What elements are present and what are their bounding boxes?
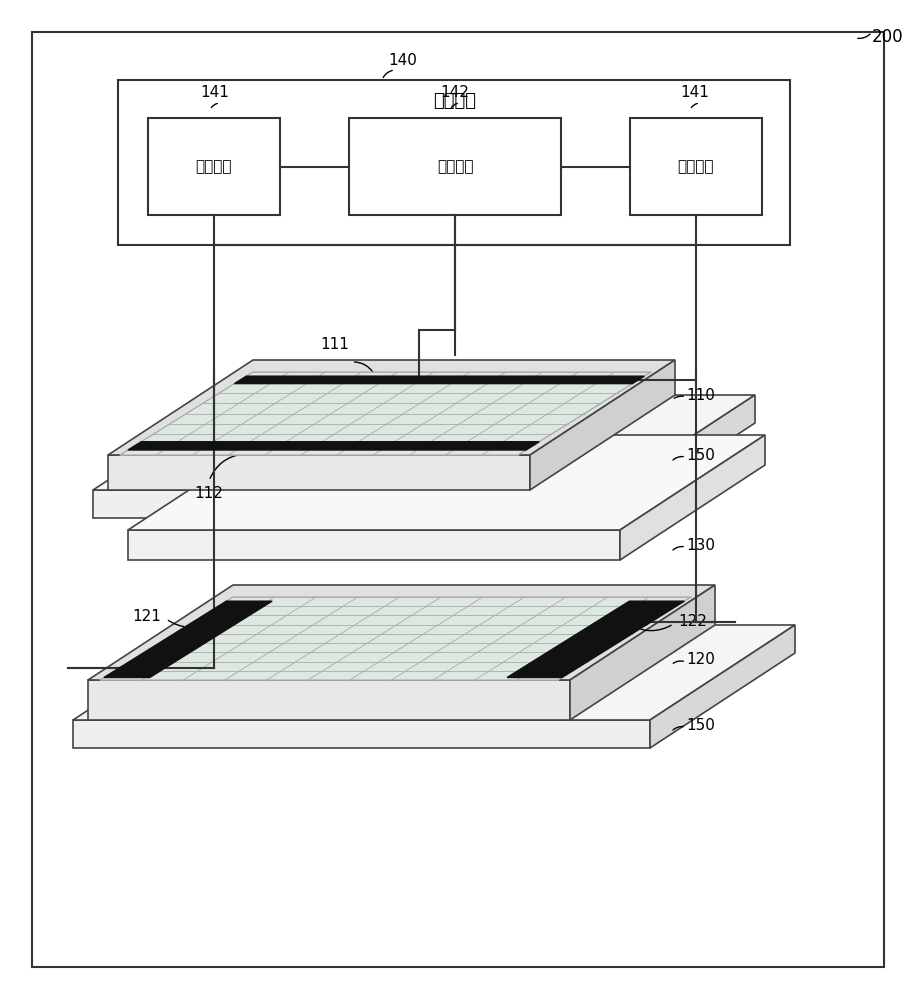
Text: 120: 120 bbox=[686, 652, 715, 668]
Polygon shape bbox=[88, 585, 715, 680]
Text: 采集电路: 采集电路 bbox=[677, 159, 714, 174]
Polygon shape bbox=[530, 360, 675, 490]
Text: 150: 150 bbox=[686, 448, 715, 462]
Polygon shape bbox=[570, 585, 715, 720]
Text: 110: 110 bbox=[686, 387, 715, 402]
Text: 112: 112 bbox=[194, 486, 223, 501]
Polygon shape bbox=[650, 625, 795, 748]
Polygon shape bbox=[73, 720, 650, 748]
Polygon shape bbox=[128, 442, 539, 450]
Polygon shape bbox=[108, 455, 530, 490]
Text: 采集电路: 采集电路 bbox=[196, 159, 232, 174]
Bar bbox=[349, 118, 561, 215]
Polygon shape bbox=[88, 680, 570, 720]
Polygon shape bbox=[108, 360, 675, 455]
Text: 141: 141 bbox=[200, 85, 230, 100]
Bar bbox=[630, 118, 762, 215]
Bar bbox=[118, 80, 790, 245]
Polygon shape bbox=[620, 435, 765, 560]
Text: 130: 130 bbox=[686, 538, 715, 552]
Polygon shape bbox=[104, 601, 272, 678]
Text: 150: 150 bbox=[686, 718, 715, 732]
Polygon shape bbox=[234, 376, 644, 384]
Text: 121: 121 bbox=[132, 609, 161, 624]
Bar bbox=[148, 118, 280, 215]
Polygon shape bbox=[93, 490, 610, 518]
Polygon shape bbox=[507, 601, 684, 678]
Text: 122: 122 bbox=[678, 614, 708, 629]
Text: 检测电路: 检测电路 bbox=[433, 92, 476, 110]
Polygon shape bbox=[93, 395, 755, 490]
Polygon shape bbox=[100, 597, 691, 680]
Polygon shape bbox=[610, 395, 755, 518]
Text: 141: 141 bbox=[680, 85, 710, 100]
Text: 200: 200 bbox=[872, 28, 903, 46]
Text: 142: 142 bbox=[441, 85, 469, 100]
Text: 计算电路: 计算电路 bbox=[437, 159, 474, 174]
Polygon shape bbox=[120, 372, 651, 455]
Polygon shape bbox=[128, 530, 620, 560]
Polygon shape bbox=[128, 435, 765, 530]
Text: 140: 140 bbox=[388, 53, 417, 68]
Polygon shape bbox=[73, 625, 795, 720]
Text: 111: 111 bbox=[320, 337, 350, 352]
